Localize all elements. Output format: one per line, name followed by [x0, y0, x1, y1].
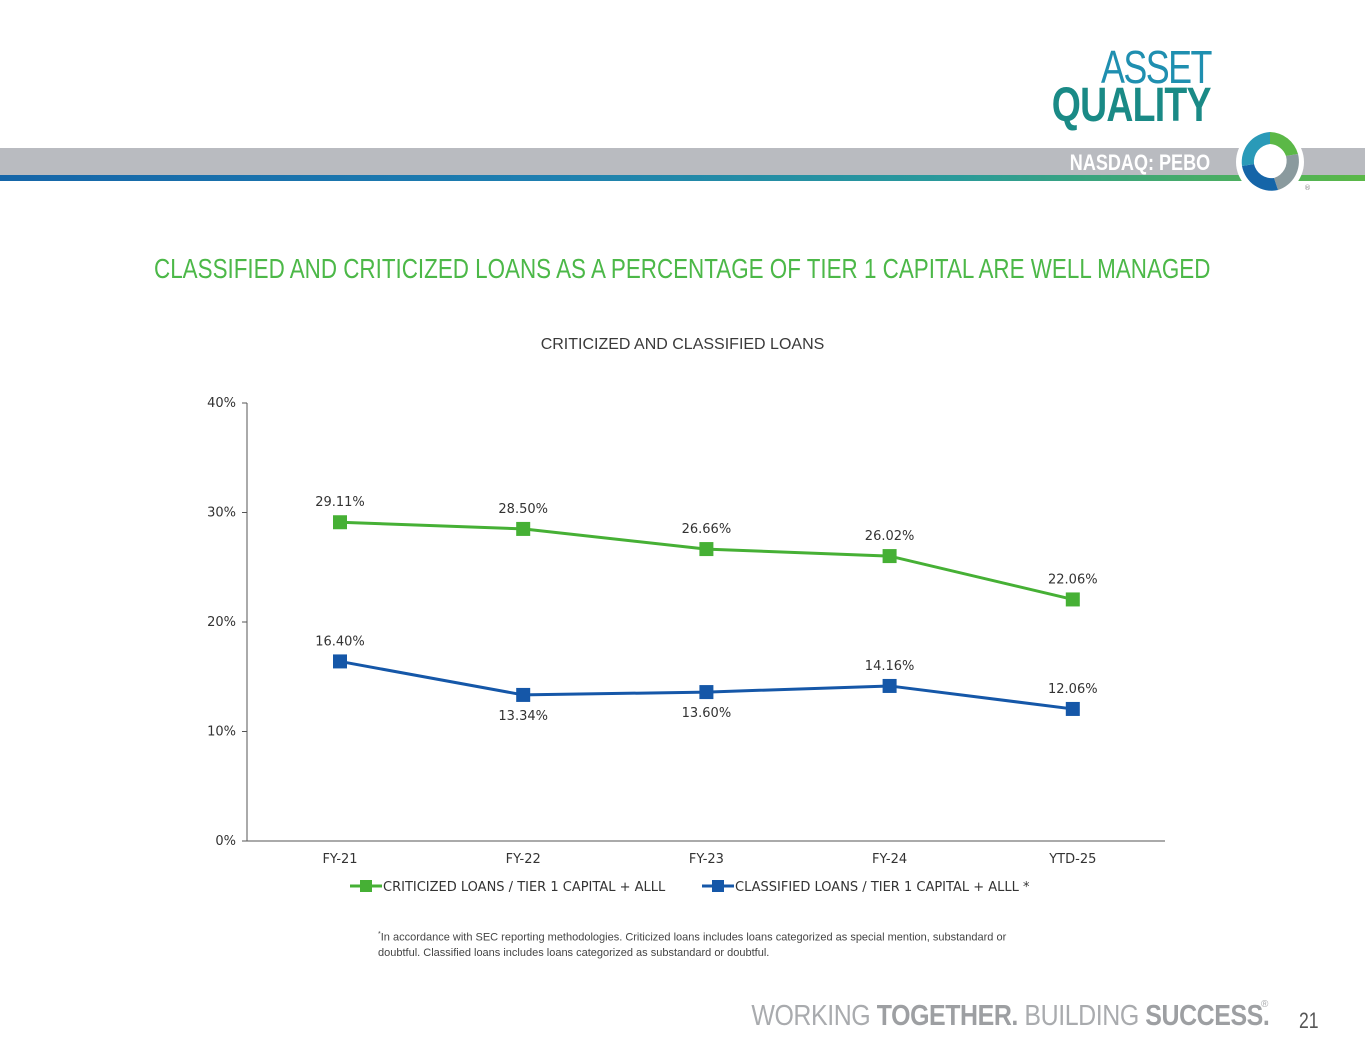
- footnote: *In accordance with SEC reporting method…: [378, 927, 1018, 961]
- data-label: 16.40%: [315, 634, 365, 649]
- data-label: 13.60%: [682, 706, 732, 721]
- x-tick-label: FY-21: [322, 852, 357, 867]
- x-tick-label: FY-24: [872, 852, 907, 867]
- data-label: 22.06%: [1048, 572, 1098, 587]
- registered-mark: ®: [1261, 999, 1269, 1010]
- data-point: [516, 687, 531, 702]
- chart-title: CRITICIZED AND CLASSIFIED LOANS: [540, 336, 825, 353]
- page-number: 21: [1299, 1008, 1319, 1033]
- section-title-quality: QUALITY: [1052, 79, 1212, 132]
- legend-label: CRITICIZED LOANS / TIER 1 CAPITAL + ALLL: [383, 880, 666, 895]
- data-point: [882, 678, 897, 693]
- tagline-part-2: TOGETHER.: [876, 1000, 1018, 1032]
- y-tick-label: 40%: [207, 396, 236, 411]
- tagline-part-3: BUILDING: [1017, 1000, 1145, 1032]
- data-point: [1065, 592, 1080, 607]
- company-logo-icon: ®: [1236, 128, 1311, 196]
- section-title-asset: ASSET: [1101, 41, 1212, 93]
- footer-tagline: WORKING TOGETHER. BUILDING SUCCESS.: [751, 1000, 1269, 1033]
- x-tick-label: YTD-25: [1048, 852, 1096, 867]
- header-stripe: [0, 175, 1365, 181]
- data-label: 12.06%: [1048, 682, 1098, 697]
- line-chart: 0% 10% 20% 30% 40% FY-21 FY-22 FY-23 FY-24 YTD-25…: [207, 396, 1165, 895]
- data-point: [699, 542, 714, 557]
- y-tick-label: 20%: [207, 615, 236, 630]
- footnote-text: In accordance with SEC reporting methodo…: [378, 931, 1007, 959]
- y-tick-label: 10%: [207, 725, 236, 740]
- x-tick-label: FY-23: [689, 852, 724, 867]
- data-label: 14.16%: [865, 659, 915, 674]
- y-tick-label: 30%: [207, 506, 236, 521]
- data-label: 29.11%: [315, 495, 365, 510]
- slide-headline-text: CLASSIFIED AND CRITICIZED LOANS AS A PER…: [154, 253, 1211, 284]
- legend-label: CLASSIFIED LOANS / TIER 1 CAPITAL + ALLL…: [735, 880, 1030, 895]
- data-point: [333, 654, 347, 669]
- ticker-label: NASDAQ: PEBO: [1069, 150, 1210, 175]
- data-point: [882, 549, 897, 564]
- data-point: [1065, 701, 1080, 716]
- slide-headline: CLASSIFIED AND CRITICIZED LOANS AS A PER…: [0, 253, 1365, 285]
- data-point: [333, 515, 347, 530]
- y-tick-label: 0%: [215, 834, 236, 849]
- legend-marker: [712, 880, 724, 892]
- header-band: [0, 148, 1365, 176]
- data-label: 26.66%: [682, 522, 732, 537]
- data-point: [699, 685, 714, 700]
- svg-text:®: ®: [1304, 184, 1311, 192]
- data-point: [516, 521, 531, 536]
- footnote-marker: *: [378, 931, 381, 938]
- x-tick-label: FY-22: [506, 852, 541, 867]
- tagline-part-4: SUCCESS.: [1144, 1000, 1269, 1032]
- legend-marker: [360, 880, 372, 892]
- data-label: 26.02%: [865, 529, 915, 544]
- data-label: 13.34%: [498, 709, 548, 724]
- tagline-part-1: WORKING: [750, 1000, 877, 1032]
- data-label: 28.50%: [498, 502, 548, 517]
